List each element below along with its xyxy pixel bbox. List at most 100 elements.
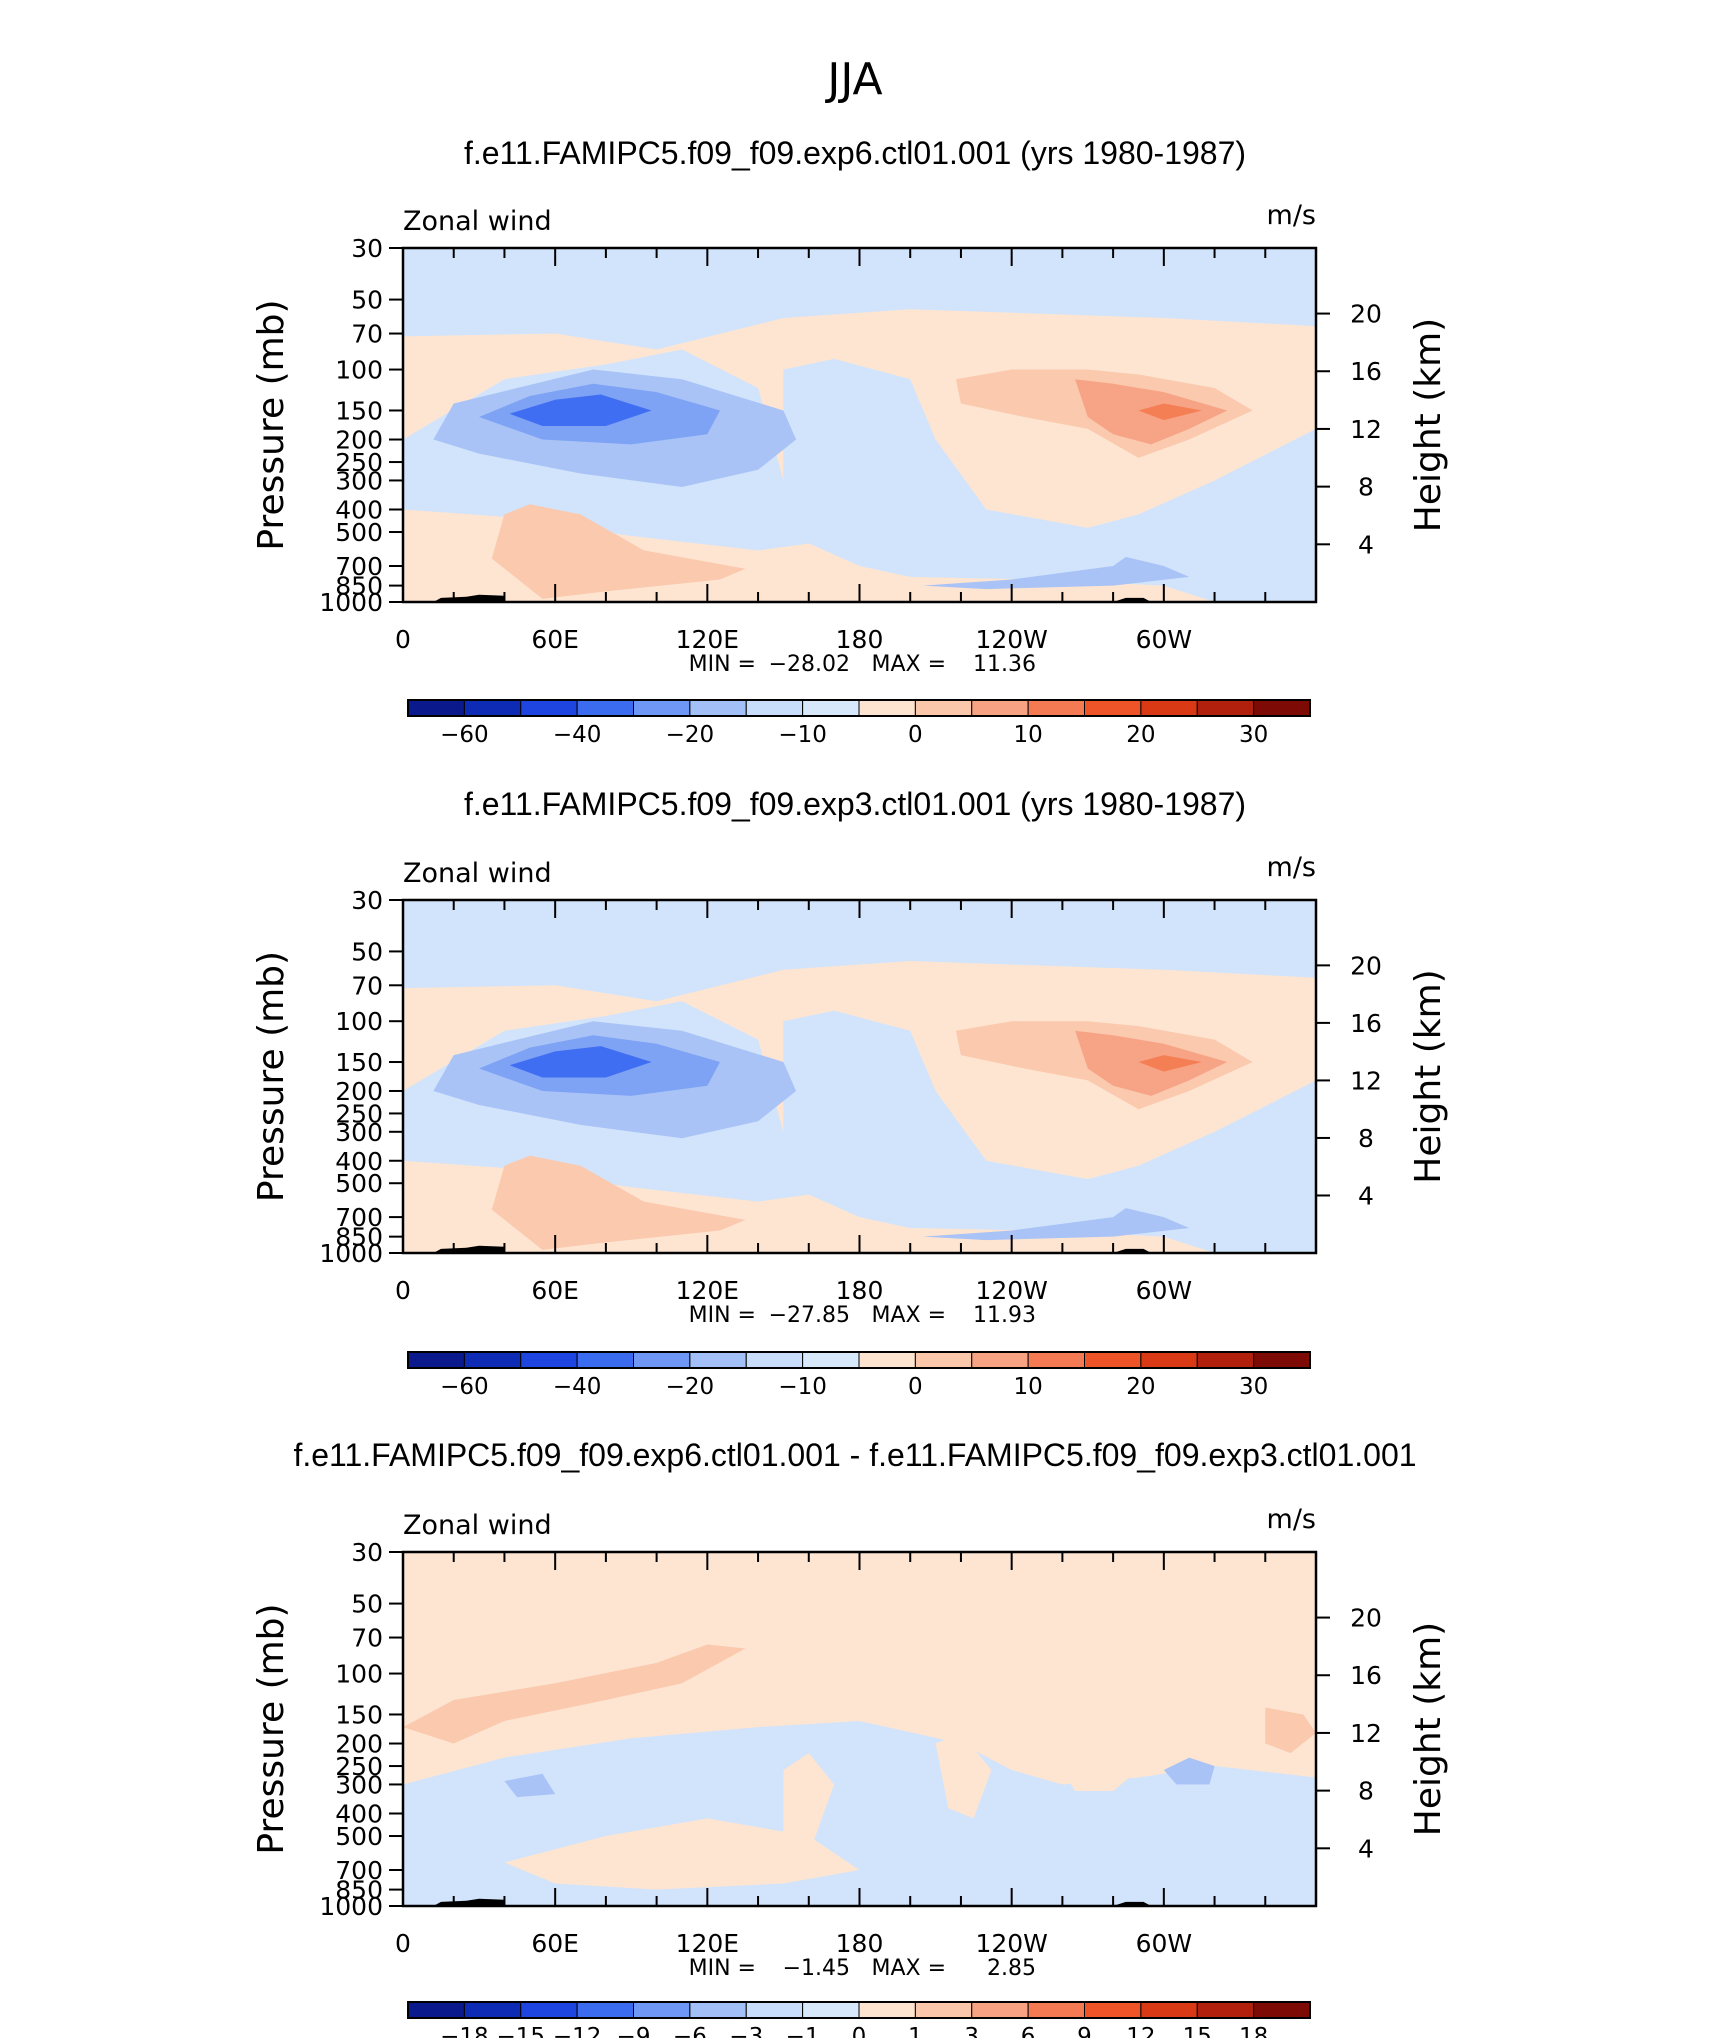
height-tick-label: 12: [1350, 1066, 1382, 1095]
field-diff-positive-patch-c: [1062, 1753, 1139, 1791]
colorbar-swatch: [463, 1351, 522, 1369]
field-lowlevel-westerly: [491, 1155, 746, 1250]
colorbar-label: −9: [617, 2024, 651, 2038]
colorbar-swatch: [1196, 699, 1255, 717]
x-tick-label: 0: [395, 1276, 411, 1305]
panel-3: f.e11.FAMIPC5.f09_f09.exp6.ctl01.001 - f…: [251, 1437, 1449, 2038]
y-tick-label: 200: [335, 1730, 383, 1759]
y-tick-label: 300: [335, 466, 383, 495]
x-tick-label: 0: [395, 625, 411, 654]
y-tick-label: 100: [335, 1660, 383, 1689]
colorbar-swatch: [520, 1351, 578, 1369]
colorbar-label: −10: [778, 1374, 827, 1400]
y-tick-label: 500: [335, 1822, 383, 1851]
colorbar-label: 0: [908, 722, 923, 748]
colorbar-swatch: [802, 2001, 860, 2019]
colorbar-swatch: [520, 2001, 578, 2019]
colorbar-label: −18: [440, 2024, 489, 2038]
max-value: 11.36: [973, 652, 1036, 677]
height-tick-label: 16: [1350, 1661, 1382, 1690]
height-tick-label: 20: [1350, 951, 1382, 980]
y-tick-label: 50: [351, 286, 383, 315]
height-tick-label: 12: [1350, 415, 1382, 444]
colorbar-label: −20: [666, 722, 715, 748]
max-label: MAX =: [871, 1303, 946, 1328]
colorbar-swatch: [858, 2001, 916, 2019]
height-tick-label: 16: [1350, 357, 1382, 386]
field-diff-positive-east: [1265, 1707, 1316, 1754]
field-central-blue: [783, 1010, 1316, 1253]
colorbar-label: 0: [908, 1374, 923, 1400]
colorbar-label: −40: [553, 722, 602, 748]
colorbar-swatch: [1253, 699, 1311, 717]
figure-title: JJA: [824, 54, 882, 105]
x-tick-label: 180: [836, 1929, 884, 1958]
height-tick-label: 4: [1358, 530, 1374, 559]
colorbar-swatch: [914, 2001, 973, 2019]
colorbar-frame: [407, 699, 1311, 717]
colorbar-frame: [407, 2001, 1311, 2019]
x-tick-label: 120W: [975, 1276, 1047, 1305]
colorbar-frame: [407, 1351, 1311, 1369]
colorbar-swatch: [1253, 1351, 1311, 1369]
colorbar-swatch: [576, 1351, 634, 1369]
colorbar-swatch: [633, 2001, 691, 2019]
field-easterly-jet-core: [509, 394, 652, 426]
colorbar-swatch: [745, 699, 804, 717]
colorbar-swatch: [802, 1351, 860, 1369]
colorbar-swatch: [1027, 1351, 1085, 1369]
colorbar-swatch: [689, 2001, 747, 2019]
min-value: −1.45: [783, 1956, 850, 1981]
y-tick-label: 700: [335, 1856, 383, 1885]
height-axis-label: Height (km): [1408, 318, 1449, 532]
height-tick-label: 20: [1350, 300, 1382, 329]
y-tick-label: 400: [335, 495, 383, 524]
min-value: −28.02: [769, 652, 850, 677]
field-diff-negative-core-west: [504, 1773, 556, 1798]
y-tick-label: 150: [335, 396, 383, 425]
colorbar-label: −6: [673, 2024, 707, 2038]
colorbar-label: 6: [1021, 2024, 1036, 2038]
topography-africa: [433, 1245, 505, 1253]
y-tick-label: 70: [351, 320, 383, 349]
colorbar-swatch: [689, 699, 747, 717]
y-tick-label: 500: [335, 1169, 383, 1198]
variable-label: Zonal wind: [403, 858, 552, 889]
colorbar-label: −3: [729, 2024, 763, 2038]
y-tick-label: 200: [335, 1077, 383, 1106]
colorbar-swatch: [1196, 1351, 1255, 1369]
variable-label: Zonal wind: [403, 206, 552, 237]
min-label: MIN =: [689, 1956, 756, 1981]
y-tick-label: 50: [351, 1590, 383, 1619]
y-axis-label: Pressure (mb): [251, 1603, 292, 1854]
x-tick-label: 60E: [531, 1276, 579, 1305]
colorbar-swatch: [745, 2001, 804, 2019]
colorbar-swatch: [914, 1351, 973, 1369]
colorbar-swatch: [971, 2001, 1029, 2019]
units-label: m/s: [1267, 1504, 1316, 1535]
colorbar-label: 20: [1126, 1374, 1155, 1400]
field-lowlevel-westerly: [491, 504, 746, 599]
y-tick-label: 700: [335, 552, 383, 581]
colorbar-label: 9: [1077, 2024, 1092, 2038]
y-tick-label: 30: [351, 886, 383, 915]
height-tick-label: 8: [1358, 473, 1374, 502]
colorbar-swatch: [914, 699, 973, 717]
colorbar-swatch: [407, 1351, 465, 1369]
colorbar-swatch: [745, 1351, 804, 1369]
y-tick-label: 300: [335, 1770, 383, 1799]
field-diff-positive-patch-b: [935, 1732, 992, 1819]
y-tick-label: 850: [335, 1223, 383, 1252]
y-tick-label: 30: [351, 234, 383, 263]
y-tick-label: 150: [335, 1048, 383, 1077]
colorbar-label: 10: [1013, 722, 1042, 748]
x-tick-label: 60W: [1136, 1929, 1193, 1958]
colorbar-swatch: [1196, 2001, 1255, 2019]
height-axis-label: Height (km): [1408, 1622, 1449, 1836]
y-tick-label: 50: [351, 937, 383, 966]
y-tick-label: 700: [335, 1203, 383, 1232]
panel-title: f.e11.FAMIPC5.f09_f09.exp6.ctl01.001 - f…: [293, 1437, 1416, 1473]
colorbar-swatch: [463, 699, 522, 717]
max-label: MAX =: [871, 1956, 946, 1981]
